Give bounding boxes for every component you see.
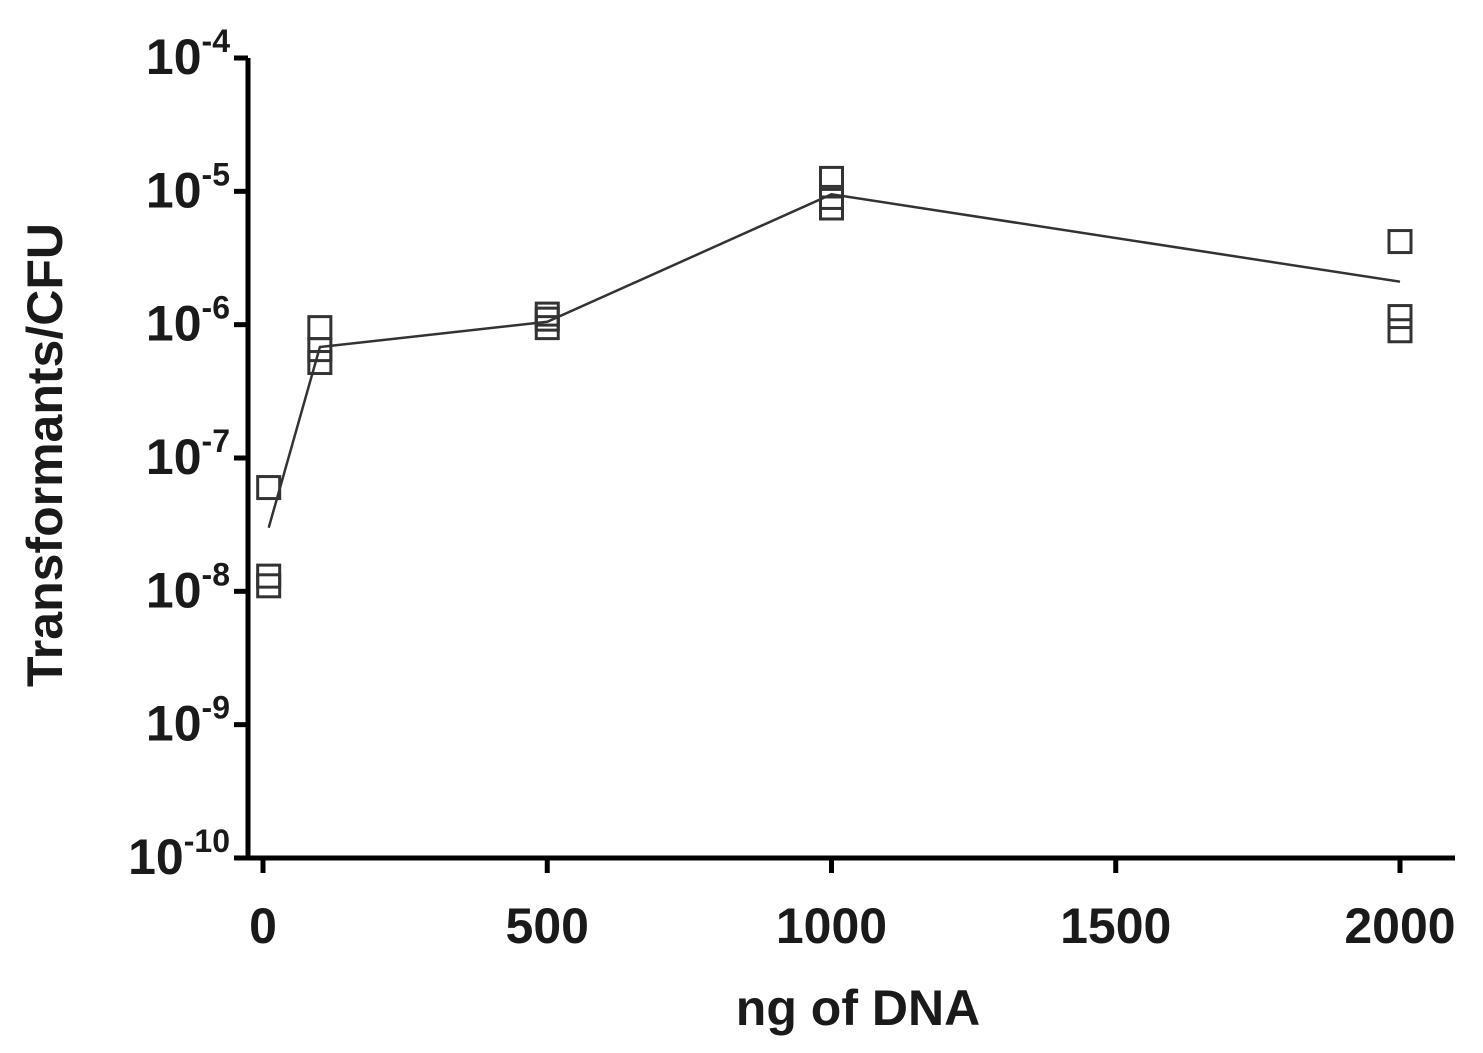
data-point (256, 573, 282, 599)
y-tick-label-base: 10 (146, 696, 202, 752)
data-point (307, 315, 333, 341)
y-tick-label-exponent: -4 (202, 23, 231, 59)
data-point (307, 350, 333, 376)
x-tick-label: 1500 (1060, 898, 1171, 954)
y-tick-label: 10-7 (146, 423, 230, 485)
axes (245, 58, 1455, 861)
data-point (534, 315, 560, 341)
y-tick-label-exponent: -10 (184, 823, 230, 859)
y-ticks: 10-410-510-610-710-810-910-10 (128, 23, 248, 885)
data-point (1387, 318, 1413, 344)
y-tick-label: 10-5 (146, 156, 230, 218)
y-tick-label-exponent: -5 (202, 156, 230, 192)
data-point (819, 165, 844, 191)
mean-line (267, 193, 1401, 529)
y-tick-label-base: 10 (146, 429, 202, 485)
data-point (256, 475, 282, 501)
data-point (307, 337, 333, 363)
x-tick-label: 1000 (776, 898, 887, 954)
y-tick-label-exponent: -7 (202, 423, 230, 459)
y-tick-label-exponent: -6 (202, 290, 230, 326)
data-point (1387, 304, 1413, 330)
x-tick-label: 0 (249, 898, 277, 954)
y-tick-label-base: 10 (146, 29, 202, 85)
y-axis-title: Transformants/CFU (17, 223, 73, 687)
x-axis-title: ng of DNA (736, 980, 980, 1036)
x-tick-label: 500 (506, 898, 589, 954)
y-tick-label-exponent: -9 (202, 690, 230, 726)
data-point (819, 195, 844, 221)
y-tick-label-exponent: -8 (202, 556, 230, 592)
y-tick-label: 10-8 (146, 556, 230, 618)
y-tick-label: 10-9 (146, 690, 230, 752)
y-tick-label-base: 10 (146, 562, 202, 618)
y-tick-label: 10-6 (146, 290, 230, 352)
x-tick-label: 2000 (1344, 898, 1455, 954)
x-ticks: 0 500 1000 1500 2000 (249, 858, 1456, 954)
y-tick-label-base: 10 (146, 162, 202, 218)
data-point (1387, 229, 1413, 255)
y-tick-label-base: 10 (128, 829, 184, 885)
data-points (256, 165, 1413, 599)
y-tick-label-base: 10 (146, 296, 202, 352)
y-tick-label: 10-4 (146, 23, 230, 85)
y-tick-label: 10-10 (128, 823, 230, 885)
